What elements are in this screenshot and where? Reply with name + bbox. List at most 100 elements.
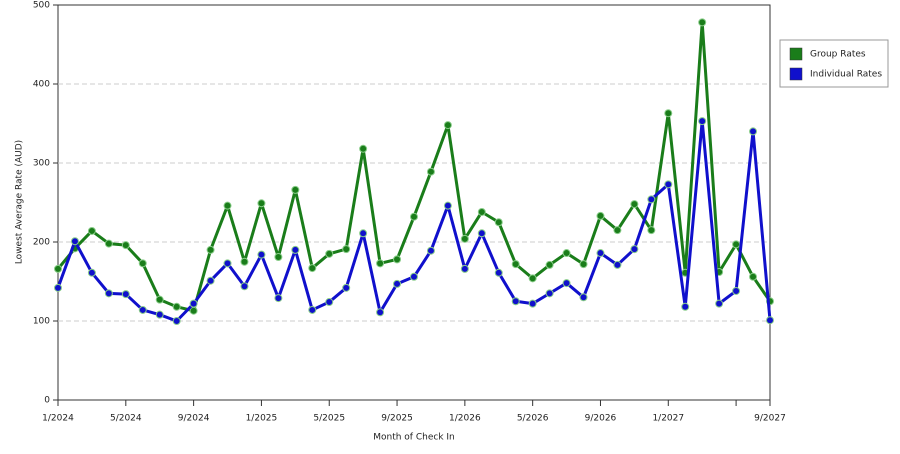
x-tick-label: 9/2027 [754, 414, 786, 424]
data-point [393, 255, 402, 264]
data-point [87, 226, 96, 235]
data-point [104, 289, 113, 298]
x-tick-label: 5/2025 [313, 414, 345, 424]
data-point [240, 282, 249, 291]
data-point [223, 201, 232, 210]
legend-swatch [789, 67, 803, 81]
data-point [342, 245, 351, 254]
y-tick-label: 400 [33, 80, 50, 90]
data-point [613, 226, 622, 235]
data-point [155, 310, 164, 319]
x-axis-label: Month of Check In [373, 433, 455, 443]
data-point [715, 299, 724, 308]
data-point [443, 201, 452, 210]
data-point [70, 237, 79, 246]
data-point [545, 260, 554, 269]
data-point [393, 279, 402, 288]
data-point [443, 121, 452, 130]
legend-label: Individual Rates [810, 70, 882, 80]
data-point [291, 245, 300, 254]
x-tick-label: 9/2025 [381, 414, 413, 424]
data-point [189, 299, 198, 308]
data-point [664, 109, 673, 118]
data-point [630, 200, 639, 209]
data-point [494, 268, 503, 277]
data-point [596, 211, 605, 220]
legend-label: Group Rates [810, 50, 866, 60]
y-tick-label: 500 [33, 1, 50, 11]
data-point [206, 245, 215, 254]
data-point [477, 229, 486, 238]
legend-swatch [789, 47, 803, 61]
x-tick-label: 1/2024 [42, 414, 74, 424]
data-point [460, 264, 469, 273]
data-point [172, 317, 181, 325]
data-point [121, 241, 130, 250]
x-tick-label: 1/2026 [449, 414, 481, 424]
data-point [359, 229, 368, 238]
data-point [342, 283, 351, 292]
data-point [54, 264, 62, 273]
data-point [494, 218, 503, 227]
data-point [426, 246, 435, 255]
data-point [732, 286, 741, 295]
y-tick-label: 200 [33, 238, 50, 248]
data-point [596, 249, 605, 258]
data-point [681, 302, 690, 311]
data-point [647, 195, 656, 204]
data-point [155, 295, 164, 304]
data-point [376, 259, 385, 268]
data-point [579, 293, 588, 302]
data-point [138, 305, 147, 314]
data-point [410, 272, 418, 281]
x-tick-label: 9/2026 [585, 414, 617, 424]
data-point [579, 260, 588, 269]
y-tick-label: 100 [33, 317, 50, 327]
data-point [749, 272, 758, 281]
data-point [460, 234, 469, 243]
data-point [410, 212, 418, 221]
data-point [325, 249, 334, 258]
data-point [206, 276, 215, 285]
data-point [223, 259, 232, 268]
data-point [138, 259, 147, 268]
data-point [511, 297, 520, 306]
data-point [274, 294, 283, 303]
data-point [121, 290, 130, 299]
data-point [766, 316, 774, 325]
data-point [87, 268, 96, 277]
data-point [749, 127, 758, 136]
data-point [257, 199, 266, 208]
data-point [562, 249, 571, 258]
x-tick-label: 5/2024 [110, 414, 142, 424]
x-tick-label: 5/2026 [517, 414, 549, 424]
data-point [291, 185, 300, 194]
data-point [308, 305, 317, 314]
y-tick-label: 300 [33, 159, 50, 169]
data-point [376, 308, 385, 317]
data-point [528, 274, 537, 283]
data-point [426, 167, 435, 176]
data-point [172, 302, 181, 311]
x-tick-label: 1/2027 [652, 414, 684, 424]
data-point [664, 180, 673, 189]
data-point [630, 245, 639, 254]
data-point [698, 117, 707, 126]
x-tick-label: 9/2024 [178, 414, 210, 424]
data-point [698, 18, 707, 27]
data-point [359, 144, 368, 153]
data-point [528, 299, 537, 308]
data-point [562, 279, 571, 288]
data-point [545, 289, 554, 298]
data-point [274, 253, 283, 262]
data-point [613, 260, 622, 269]
data-point [104, 239, 113, 248]
y-axis-label: Lowest Average Rate (AUD) [15, 140, 25, 264]
data-point [325, 298, 334, 307]
x-tick-label: 1/2025 [246, 414, 278, 424]
data-point [732, 240, 741, 249]
data-point [240, 257, 249, 266]
y-tick-label: 0 [44, 396, 50, 406]
data-point [511, 260, 520, 269]
